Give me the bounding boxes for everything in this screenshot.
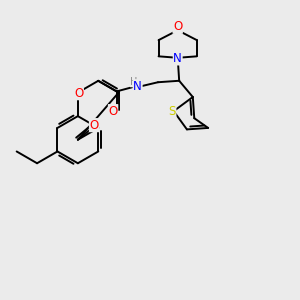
Text: O: O xyxy=(173,20,182,33)
Text: N: N xyxy=(173,52,182,65)
Text: O: O xyxy=(109,105,118,118)
Text: H: H xyxy=(130,77,138,87)
Text: O: O xyxy=(74,87,83,100)
Text: N: N xyxy=(133,80,142,93)
Text: S: S xyxy=(169,105,176,118)
Text: O: O xyxy=(89,119,99,132)
